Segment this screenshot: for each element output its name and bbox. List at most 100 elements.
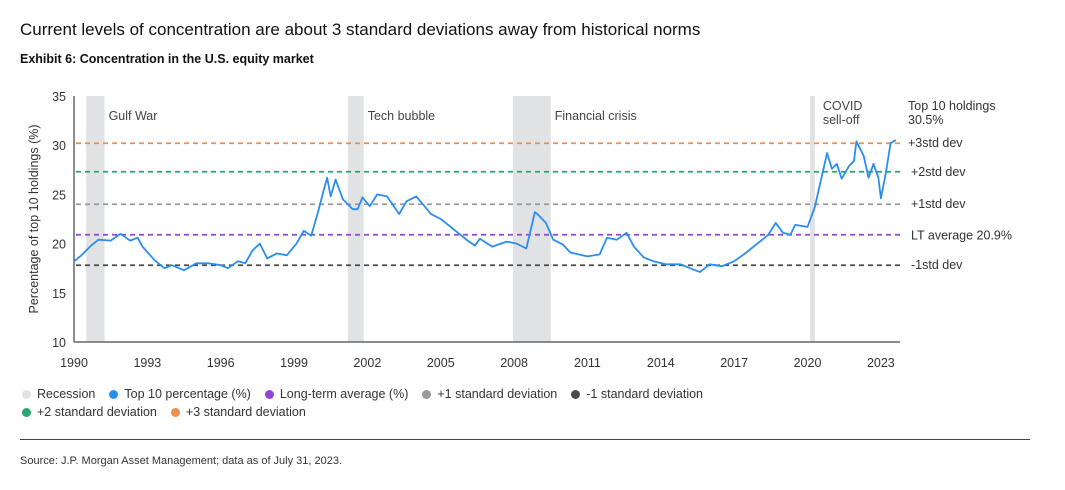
data-point [616, 239, 618, 241]
data-point [244, 262, 246, 264]
x-tick-label: 2002 [353, 356, 381, 370]
data-point [775, 222, 777, 224]
data-point [868, 177, 870, 179]
y-tick-label: 20 [52, 238, 66, 252]
data-point [709, 263, 711, 265]
data-point [606, 237, 608, 239]
data-point [295, 243, 298, 245]
data-point [220, 264, 222, 266]
data-point [831, 168, 833, 170]
data-point [562, 243, 564, 246]
legend-label: +1 standard deviation [437, 387, 558, 401]
data-point [652, 260, 655, 262]
reference-line-label: +2std dev [911, 165, 966, 179]
end-annotation: Top 10 holdings [908, 99, 996, 113]
data-point [721, 265, 723, 267]
x-tick-label: 2017 [720, 356, 748, 370]
legend-swatch [170, 407, 180, 417]
data-point [266, 257, 268, 259]
data-point [317, 211, 319, 213]
legend-swatch [422, 389, 432, 399]
data-point [129, 240, 131, 242]
data-point [80, 254, 82, 257]
data-point [836, 163, 838, 165]
legend-swatch [22, 389, 31, 399]
data-point [699, 271, 701, 273]
data-point [890, 142, 892, 144]
data-point [90, 244, 92, 247]
legend-row-2: +2 standard deviation +3 standard deviat… [22, 403, 922, 421]
data-point [154, 259, 156, 261]
data-point [405, 200, 408, 202]
data-point [819, 184, 821, 187]
data-point [679, 263, 681, 265]
data-point [119, 233, 122, 235]
data-point [853, 160, 855, 162]
series-line-top10 [73, 139, 896, 273]
legend-swatch [571, 389, 581, 399]
end-annotation: 30.5% [908, 113, 943, 127]
data-point [452, 228, 454, 230]
recession-band [347, 96, 364, 342]
data-point [369, 205, 371, 207]
data-point [545, 222, 547, 224]
reference-line-label: +1std dev [911, 197, 966, 211]
data-point [207, 262, 210, 264]
data-point [322, 190, 324, 193]
x-tick-label: 2014 [647, 356, 675, 370]
data-point [352, 208, 354, 210]
data-point [227, 267, 229, 269]
legend-label: Recession [37, 387, 96, 401]
legend-label: Top 10 percentage (%) [124, 387, 251, 401]
data-point [534, 211, 536, 213]
data-point [171, 264, 173, 266]
legend-swatch [109, 389, 119, 399]
recession-label: Financial crisis [555, 109, 637, 123]
data-point [841, 178, 843, 180]
data-point [814, 206, 816, 208]
data-point [863, 155, 865, 157]
legend-label: -1 standard deviation [586, 387, 704, 401]
data-point [376, 193, 378, 195]
recession-band [512, 96, 551, 342]
data-point [310, 235, 312, 237]
legend-item-plus1: +1 standard deviation [422, 385, 557, 403]
data-point [303, 230, 305, 232]
recession-label: Tech bubble [368, 109, 435, 123]
data-point [136, 237, 139, 239]
data-point [665, 263, 667, 265]
data-point [237, 260, 239, 262]
reference-line-label: -1std dev [911, 258, 963, 272]
legend-label: +2 standard deviation [37, 405, 157, 419]
data-point [326, 177, 328, 179]
recession-label: COVID [823, 99, 863, 113]
data-point [691, 268, 694, 270]
footer-divider [20, 439, 1030, 440]
y-tick-label: 35 [52, 90, 66, 104]
data-point [259, 243, 261, 245]
data-point [848, 165, 850, 167]
data-point [474, 244, 476, 247]
data-point [183, 269, 185, 271]
chart-headline: Current levels of concentration are abou… [20, 20, 701, 39]
recession-band [86, 96, 105, 342]
data-point [625, 232, 628, 234]
data-point [163, 267, 166, 269]
data-point [415, 195, 417, 197]
y-tick-label: 30 [52, 139, 66, 153]
legend-swatch [22, 407, 31, 417]
data-point [467, 240, 469, 242]
x-tick-label: 1993 [133, 356, 161, 370]
data-point [430, 213, 432, 215]
data-point [569, 251, 571, 254]
data-point [195, 262, 197, 264]
x-tick-label: 2023 [867, 356, 895, 370]
data-point [794, 224, 796, 226]
legend-row-1: Recession Top 10 percentage (%) Long-ter… [22, 385, 922, 403]
recession-label: sell-off [823, 113, 860, 127]
x-tick-label: 1990 [60, 356, 88, 370]
data-point [73, 260, 75, 262]
recession-label: Gulf War [109, 109, 158, 123]
reference-line-label: LT average 20.9% [911, 229, 1012, 243]
